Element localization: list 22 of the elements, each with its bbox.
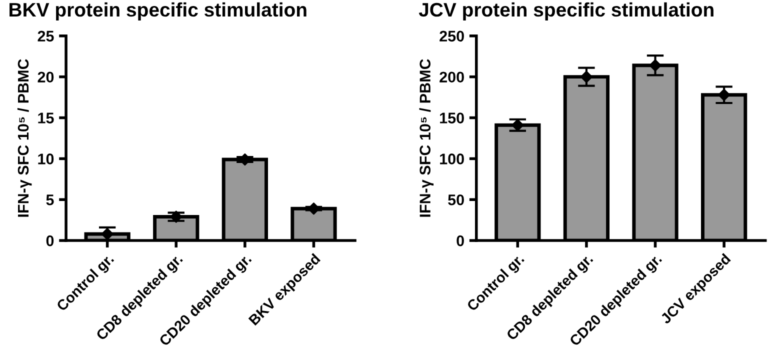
y-tick-label: 10 bbox=[38, 154, 54, 164]
point bbox=[580, 70, 593, 83]
y-tick-label: 5 bbox=[46, 194, 54, 206]
y-tick-label: 150 bbox=[440, 112, 464, 124]
y-tick-label: 100 bbox=[440, 154, 464, 164]
y-tick-label: 0 bbox=[46, 235, 54, 246]
y-axis-title: IFN-γ SFC 10⁵ / PBMC bbox=[419, 59, 434, 217]
chart-title: BKV protein specific stimulation bbox=[10, 2, 306, 20]
y-tick-label: 15 bbox=[38, 112, 54, 124]
point bbox=[170, 210, 182, 223]
y-tick-label: 50 bbox=[448, 194, 464, 206]
y-tick-label: 200 bbox=[440, 72, 464, 83]
y-tick-label: 20 bbox=[38, 72, 54, 83]
y-tick-label: 250 bbox=[440, 30, 464, 42]
point bbox=[649, 59, 662, 72]
y-axis-title: IFN-γ SFC 10⁵ / PBMC bbox=[17, 59, 32, 217]
y-tick-label: 25 bbox=[38, 30, 54, 42]
point bbox=[718, 88, 730, 101]
point bbox=[512, 119, 524, 132]
y-tick-label: 0 bbox=[456, 235, 464, 246]
chart-title: JCV protein specific stimulation bbox=[418, 2, 714, 20]
point bbox=[101, 228, 114, 240]
